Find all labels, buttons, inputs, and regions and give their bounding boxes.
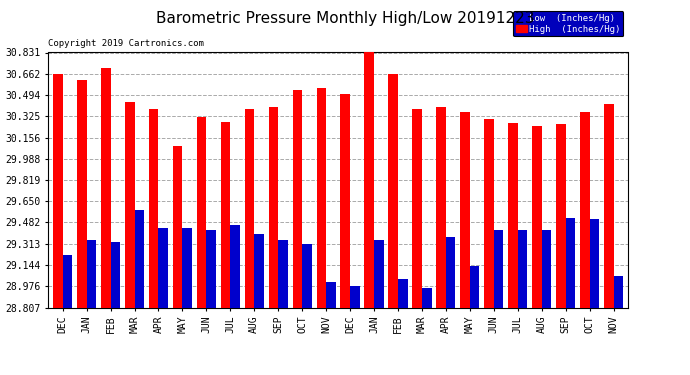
Bar (87, 240, 96, 308)
Bar (302, 244, 312, 308)
Bar (518, 230, 527, 308)
Bar (436, 107, 446, 307)
Bar (182, 228, 192, 308)
Bar (364, 53, 374, 308)
Bar (532, 126, 542, 308)
Bar (317, 88, 326, 308)
Bar (350, 286, 359, 308)
Bar (484, 119, 494, 308)
Bar (613, 276, 623, 308)
Bar (494, 230, 504, 308)
Bar (172, 146, 182, 308)
Bar (230, 225, 240, 308)
Bar (268, 107, 278, 307)
Bar (110, 242, 120, 308)
Bar (293, 90, 302, 308)
Bar (149, 110, 159, 308)
Bar (374, 240, 384, 308)
Bar (542, 230, 551, 308)
Bar (53, 74, 63, 308)
Text: Copyright 2019 Cartronics.com: Copyright 2019 Cartronics.com (48, 39, 204, 48)
Bar (556, 124, 566, 308)
Bar (580, 112, 589, 308)
Bar (566, 217, 575, 308)
Bar (398, 279, 408, 308)
Bar (245, 110, 255, 308)
Bar (101, 68, 110, 308)
Bar (340, 94, 350, 308)
Bar (326, 282, 336, 308)
Bar (221, 122, 230, 308)
Bar (589, 219, 599, 308)
Bar (77, 80, 87, 308)
Bar (159, 228, 168, 308)
Bar (63, 255, 72, 308)
Bar (255, 234, 264, 308)
Bar (197, 117, 206, 308)
Bar (388, 74, 398, 308)
Bar (135, 210, 144, 308)
Bar (413, 110, 422, 308)
Bar (206, 230, 216, 308)
Bar (125, 102, 135, 308)
Bar (278, 240, 288, 308)
Text: Barometric Pressure Monthly High/Low 20191223: Barometric Pressure Monthly High/Low 201… (156, 11, 534, 26)
Bar (508, 123, 518, 308)
Bar (446, 237, 455, 308)
Bar (460, 112, 470, 308)
Legend: Low  (Inches/Hg), High  (Inches/Hg): Low (Inches/Hg), High (Inches/Hg) (513, 11, 623, 36)
Bar (604, 104, 613, 308)
Bar (470, 266, 480, 308)
Bar (422, 288, 431, 308)
